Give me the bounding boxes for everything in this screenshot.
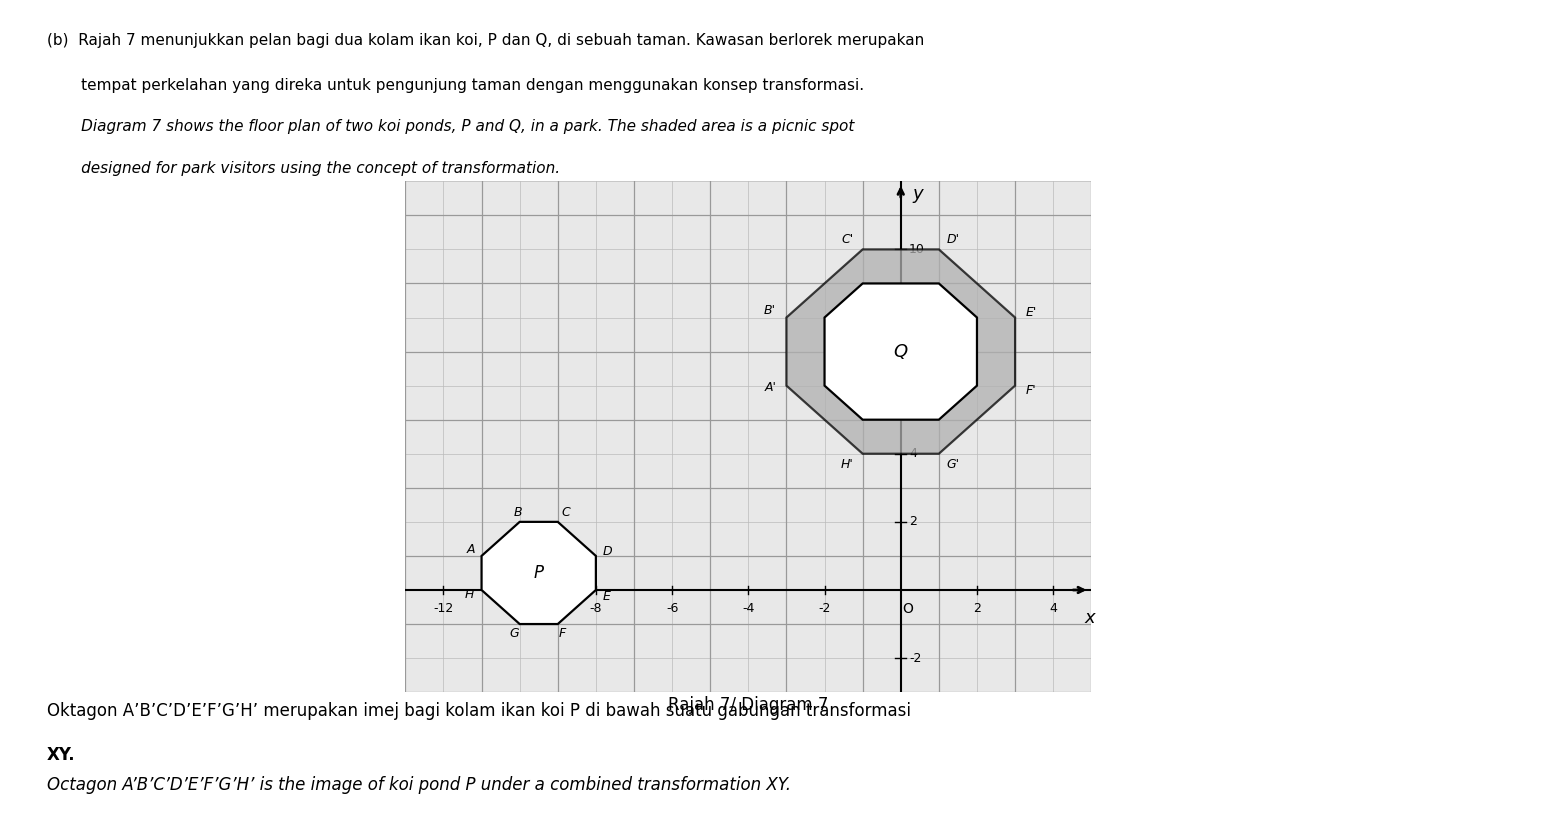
Text: Rajah 7/ Diagram 7: Rajah 7/ Diagram 7 xyxy=(669,696,828,714)
Text: Diagram 7 shows the floor plan of two koi ponds, P and Q, in a park. The shaded : Diagram 7 shows the floor plan of two ko… xyxy=(47,119,854,134)
Text: tempat perkelahan yang direka untuk pengunjung taman dengan menggunakan konsep t: tempat perkelahan yang direka untuk peng… xyxy=(47,78,864,93)
Text: designed for park visitors using the concept of transformation.: designed for park visitors using the con… xyxy=(47,161,560,176)
Text: 6: 6 xyxy=(909,379,917,392)
Text: -4: -4 xyxy=(742,602,755,615)
Text: A: A xyxy=(466,543,475,556)
Text: -2: -2 xyxy=(818,602,831,615)
Text: -8: -8 xyxy=(589,602,602,615)
Text: -12: -12 xyxy=(433,602,454,615)
Text: -10: -10 xyxy=(510,602,530,615)
Text: B': B' xyxy=(764,303,775,316)
Text: C: C xyxy=(561,506,571,519)
Text: x: x xyxy=(1084,609,1094,627)
Text: Octagon A’B’C’D’E’F’G’H’ is the image of koi pond P under a combined transformat: Octagon A’B’C’D’E’F’G’H’ is the image of… xyxy=(47,776,790,794)
Text: F: F xyxy=(558,627,566,640)
Text: 4: 4 xyxy=(909,447,917,461)
Text: B: B xyxy=(513,506,522,519)
Text: -2: -2 xyxy=(909,652,921,665)
Text: D: D xyxy=(602,545,613,559)
Text: E: E xyxy=(603,590,611,602)
Text: Oktagon A’B’C’D’E’F’G’H’ merupakan imej bagi kolam ikan koi P di bawah suatu gab: Oktagon A’B’C’D’E’F’G’H’ merupakan imej … xyxy=(47,702,910,720)
Text: (b)  Rajah 7 menunjukkan pelan bagi dua kolam ikan koi, P dan Q, di sebuah taman: (b) Rajah 7 menunjukkan pelan bagi dua k… xyxy=(47,33,924,48)
Polygon shape xyxy=(482,522,596,624)
Text: XY.: XY. xyxy=(47,746,75,764)
Text: C': C' xyxy=(842,233,853,246)
Text: D': D' xyxy=(946,233,960,246)
Text: G': G' xyxy=(946,458,960,471)
Text: H': H' xyxy=(840,458,853,471)
Text: F': F' xyxy=(1026,384,1037,397)
Polygon shape xyxy=(825,283,977,419)
Text: y: y xyxy=(912,185,923,203)
Text: 2: 2 xyxy=(909,515,917,528)
Text: -6: -6 xyxy=(666,602,678,615)
Text: 10: 10 xyxy=(909,243,924,256)
Text: 4: 4 xyxy=(1049,602,1057,615)
Text: E': E' xyxy=(1026,306,1037,319)
Text: H: H xyxy=(465,588,474,601)
Text: P: P xyxy=(533,564,544,582)
Polygon shape xyxy=(786,250,1015,454)
Text: 8: 8 xyxy=(909,311,917,324)
Text: A': A' xyxy=(764,381,776,394)
Text: Q: Q xyxy=(893,343,907,361)
Text: O: O xyxy=(903,602,914,616)
Text: G: G xyxy=(510,627,519,640)
Text: 2: 2 xyxy=(973,602,981,615)
